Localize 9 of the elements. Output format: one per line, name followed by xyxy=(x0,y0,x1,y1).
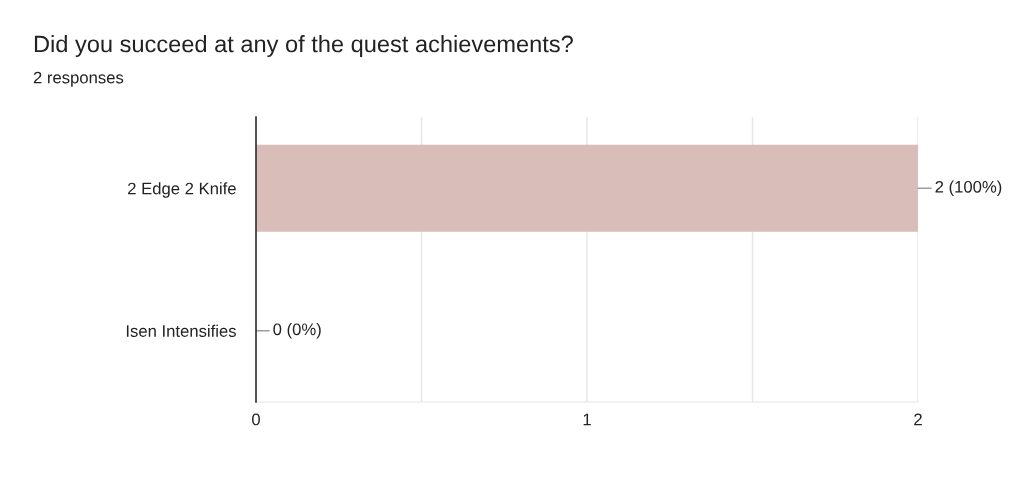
x-tick-label: 1 xyxy=(583,413,591,426)
text: 2 responses xyxy=(33,71,124,87)
data-label: 0 (0%) xyxy=(273,322,321,339)
x-tick-label: 0 xyxy=(252,413,260,426)
y-tick-label: 2 Edge 2 Knife xyxy=(128,182,236,198)
chart-title: Did you succeed at any of the quest achievements? xyxy=(34,35,573,57)
x-tick-label: 2 xyxy=(914,413,922,426)
y-tick-label: Isen Intensifies xyxy=(126,324,236,337)
data-label: 2 (100%) xyxy=(935,180,1002,197)
